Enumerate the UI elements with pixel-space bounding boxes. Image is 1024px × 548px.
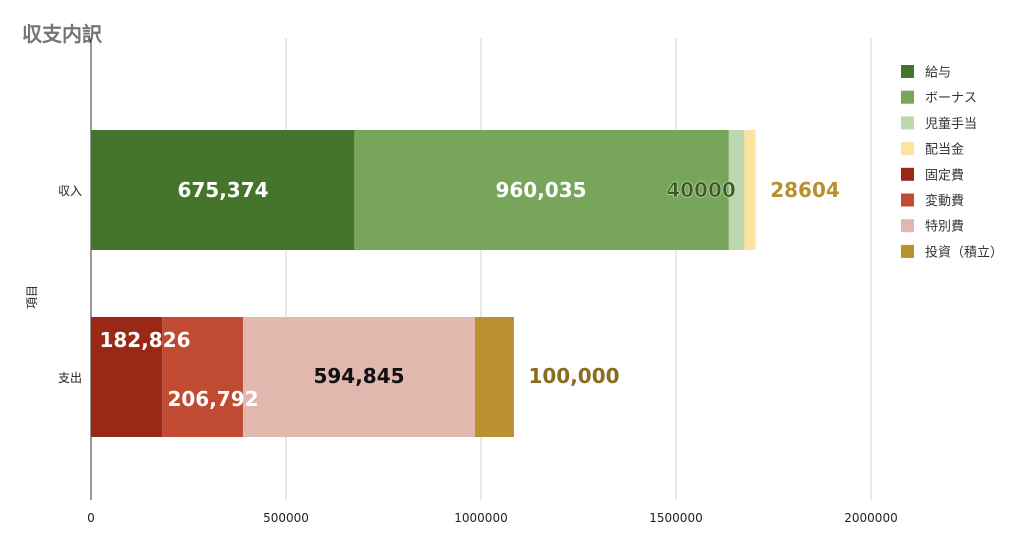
bar-segment (91, 130, 355, 250)
legend-swatch (901, 219, 914, 233)
legend-label: 児童手当 (925, 116, 977, 132)
legend-swatch (901, 65, 914, 78)
legend-label: 投資（積立） (925, 244, 1003, 260)
legend-label: 固定費 (925, 168, 964, 183)
data-label: 206,792 (167, 387, 258, 411)
legend-label: 給与 (925, 66, 951, 81)
legend-swatch (901, 116, 914, 130)
legend-label: ボーナス (925, 91, 977, 106)
legend-swatch (901, 167, 914, 181)
legend-label: 特別費 (925, 220, 964, 235)
chart-title: 収支内訳 (22, 22, 102, 46)
data-label: 960,035 (495, 178, 586, 202)
bar-segment (242, 317, 475, 437)
data-label: 182,826 (99, 328, 190, 352)
y-tick-label: 支出 (58, 371, 82, 385)
legend-swatch (901, 193, 914, 207)
x-tick-label: 500000 (263, 511, 309, 525)
x-tick-label: 2000000 (844, 511, 897, 525)
data-label: 675,374 (177, 178, 268, 202)
bar-segment (728, 130, 745, 250)
y-axis-title: 項目 (25, 285, 39, 309)
legend-swatch (901, 142, 914, 156)
x-tick-label: 1000000 (454, 511, 507, 525)
bar-segment (162, 317, 243, 437)
bar-segment (354, 130, 729, 250)
data-label: 594,845 (313, 364, 404, 388)
bar-segment (91, 317, 163, 437)
data-label: 28604 (770, 178, 840, 202)
bar-segment (744, 130, 756, 250)
data-label: 100,000 (528, 364, 619, 388)
legend-swatch (901, 244, 914, 258)
data-label: 40000 (666, 178, 736, 202)
legend-label: 変動費 (925, 193, 964, 209)
bar-segment (474, 317, 514, 437)
x-tick-label: 1500000 (649, 511, 702, 525)
legend-label: 配当金 (925, 142, 964, 158)
y-tick-label: 収入 (58, 184, 82, 198)
x-tick-label: 0 (87, 511, 95, 525)
legend-swatch (901, 90, 914, 104)
